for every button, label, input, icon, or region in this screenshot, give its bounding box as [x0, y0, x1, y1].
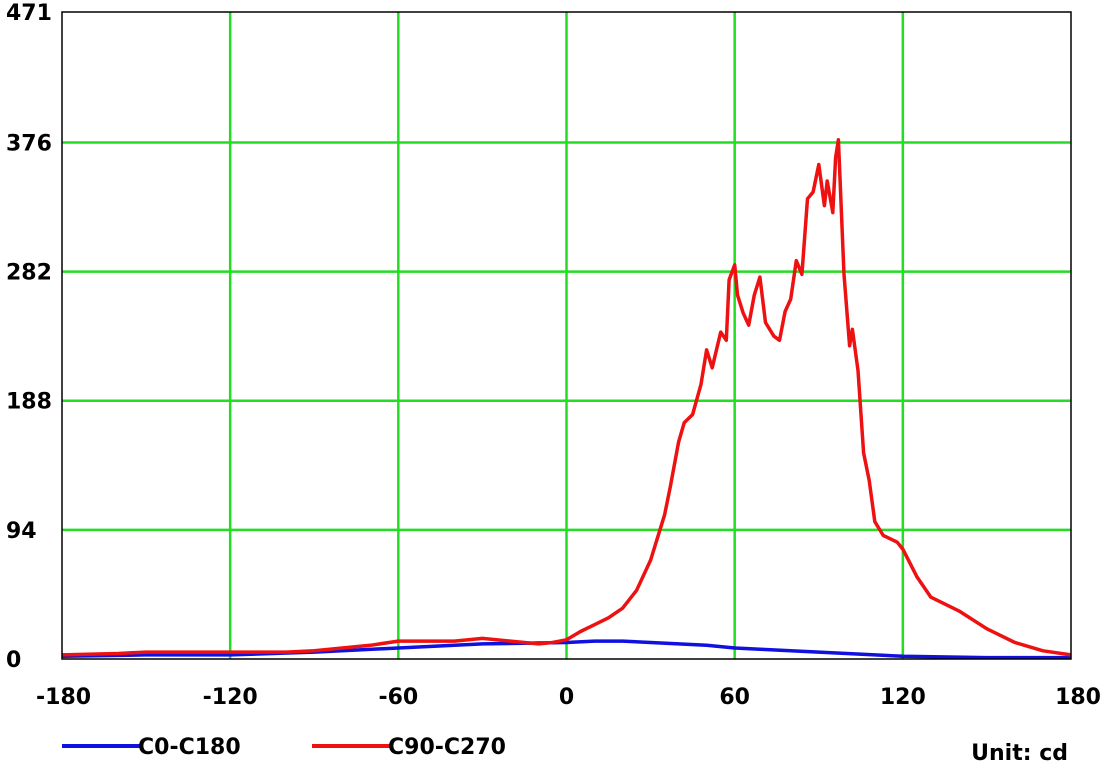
x-tick-label: 180	[1055, 685, 1101, 710]
x-tick-label: 0	[559, 685, 574, 710]
series-line-c0-c180	[61, 639, 1071, 660]
legend: C0-C180 C90-C270	[62, 735, 506, 760]
x-tick-label: -120	[203, 685, 258, 710]
y-axis-tick-labels: 0 94 188 282 376 471	[6, 1, 52, 673]
y-tick-label: 282	[6, 261, 52, 286]
x-tick-label: -180	[36, 685, 91, 710]
grid-lines	[62, 12, 1071, 659]
y-tick-label: 0	[6, 648, 21, 673]
y-tick-label: 94	[6, 519, 37, 544]
x-tick-label: -60	[378, 685, 418, 710]
legend-label: C90-C270	[388, 735, 506, 760]
unit-label: Unit: cd	[971, 741, 1068, 766]
x-axis-tick-labels: -180 -120 -60 0 60 120 180	[36, 685, 1101, 710]
x-tick-label: 60	[719, 685, 750, 710]
series-line-c90-c270	[61, 138, 1072, 657]
y-tick-label: 376	[6, 131, 52, 156]
series-lines	[61, 138, 1072, 660]
legend-label: C0-C180	[138, 735, 241, 760]
plot-frame	[61, 11, 1072, 660]
y-tick-label: 188	[6, 390, 52, 415]
y-tick-label: 471	[6, 1, 52, 26]
x-tick-label: 120	[880, 685, 926, 710]
